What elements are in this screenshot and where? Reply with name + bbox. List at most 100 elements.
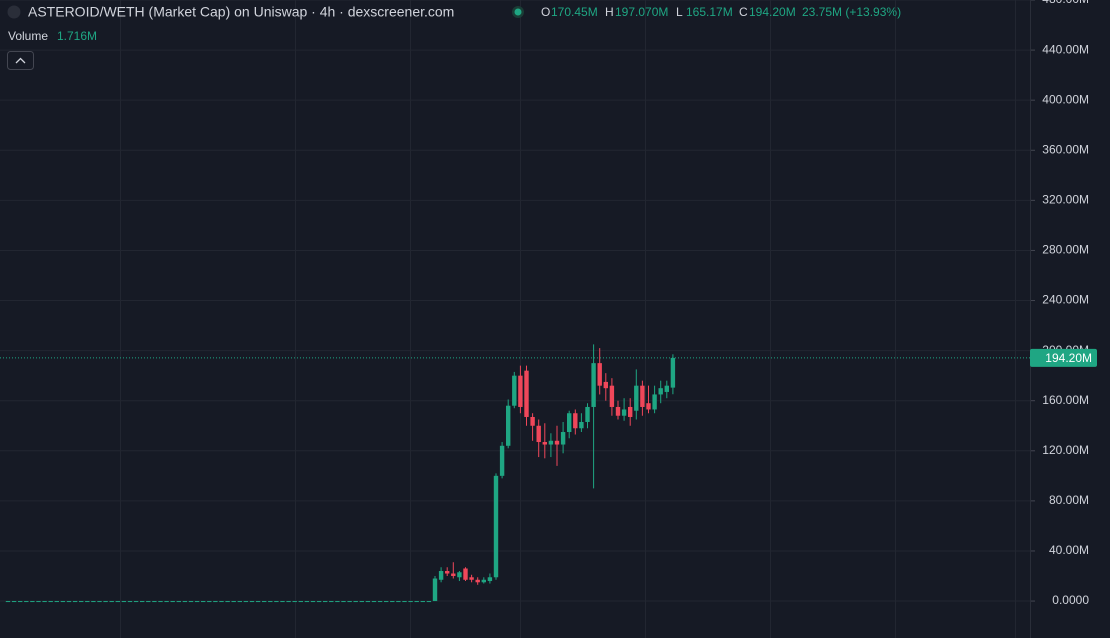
candle-body [469,577,474,580]
candle-body [30,601,35,603]
last-price-label: 194.20M [1045,351,1092,365]
candle-body [280,601,285,603]
candle-body [176,601,181,603]
chart-title: ASTEROID/WETH (Market Cap) on Uniswap · … [28,4,454,20]
y-tick-label: 400.00M [1042,92,1089,106]
candle-body [231,601,236,603]
candle-body [597,363,602,386]
y-tick-label: 480.00M [1042,0,1089,6]
candle-body [274,601,279,603]
candle-body [188,601,194,603]
candle-body [579,421,584,429]
candle-body [42,601,47,603]
candle-body [182,601,188,603]
change-value: 23.75M (+13.93%) [802,5,901,19]
candle-body [585,406,590,422]
candle-body [560,432,566,445]
y-tick-label: 240.00M [1042,293,1089,307]
candle-body [420,601,425,603]
collapse-button[interactable] [7,51,34,70]
candle-body [127,601,133,603]
ohlc-key: L [676,5,683,19]
chevron-icon [15,57,26,64]
candle-body [567,413,572,433]
candle-body [640,385,645,407]
candle-body [628,406,633,417]
candle-body [54,601,59,603]
y-tick-label: 360.00M [1042,142,1089,156]
y-tick-label: 160.00M [1042,393,1089,407]
candle-body [359,601,364,603]
candle-body [158,601,163,603]
candle-body [353,601,358,603]
candle-body [255,601,261,603]
candle-body [408,601,413,603]
candle-body [329,601,334,603]
candle-body [506,405,511,446]
candle-body [323,601,328,603]
candle-body [518,375,523,407]
candle-body [304,601,310,603]
ohlc-value: 170.45M [551,5,598,19]
candle-body [646,403,651,410]
candle-body [194,601,200,603]
candle-body [213,601,218,603]
candle-body [237,601,242,603]
candle-body [530,416,535,426]
candle-body [414,601,419,603]
candle-body [390,601,395,603]
candle-body [310,601,316,603]
candle-body [11,601,17,603]
candle-body [5,601,11,603]
candle-body [66,601,72,603]
y-tick-label: 280.00M [1042,243,1089,257]
candle-body [335,601,340,603]
candle-body [499,445,505,476]
candle-body [573,413,578,429]
candle-body [316,601,322,603]
candle-body [670,357,676,388]
candle-body [512,375,517,406]
candle-body [377,601,383,603]
legend: ASTEROID/WETH (Market Cap) on Uniswap · … [7,4,901,70]
candle-body [298,601,303,603]
candle-body [347,601,352,603]
candle-body [475,579,480,583]
ohlc-value: 197.070M [615,5,668,19]
candle-body [170,601,175,603]
candle-body [402,601,407,603]
candle-body [463,568,468,580]
candle-body [609,385,615,407]
candle-body [481,579,486,583]
status-dot [514,8,522,16]
ohlc-key: O [541,5,550,19]
candle-body [591,363,596,407]
candle-body [426,601,432,603]
candle-body [225,601,230,603]
ohlc-value: 165.17M [686,5,733,19]
candle-body [664,385,669,392]
candle-body [542,442,547,445]
candle-body [621,409,627,416]
grid [0,0,1035,638]
candle-body [396,601,401,603]
candle-body [201,601,206,603]
ohlc-key: H [605,5,614,19]
candle-body [24,601,29,603]
candle-body [341,601,346,603]
candle-body [262,601,267,603]
candle-body [146,601,151,603]
candle-body [371,601,377,603]
candle-body [536,425,541,443]
candle-body [432,578,438,602]
candle-body [79,601,84,603]
candle-body [249,601,255,603]
candle-body [18,601,23,603]
y-tick-label: 0.0000 [1052,593,1089,607]
candle-body [97,601,102,603]
candle-body [207,601,212,603]
candle-body [487,577,493,582]
